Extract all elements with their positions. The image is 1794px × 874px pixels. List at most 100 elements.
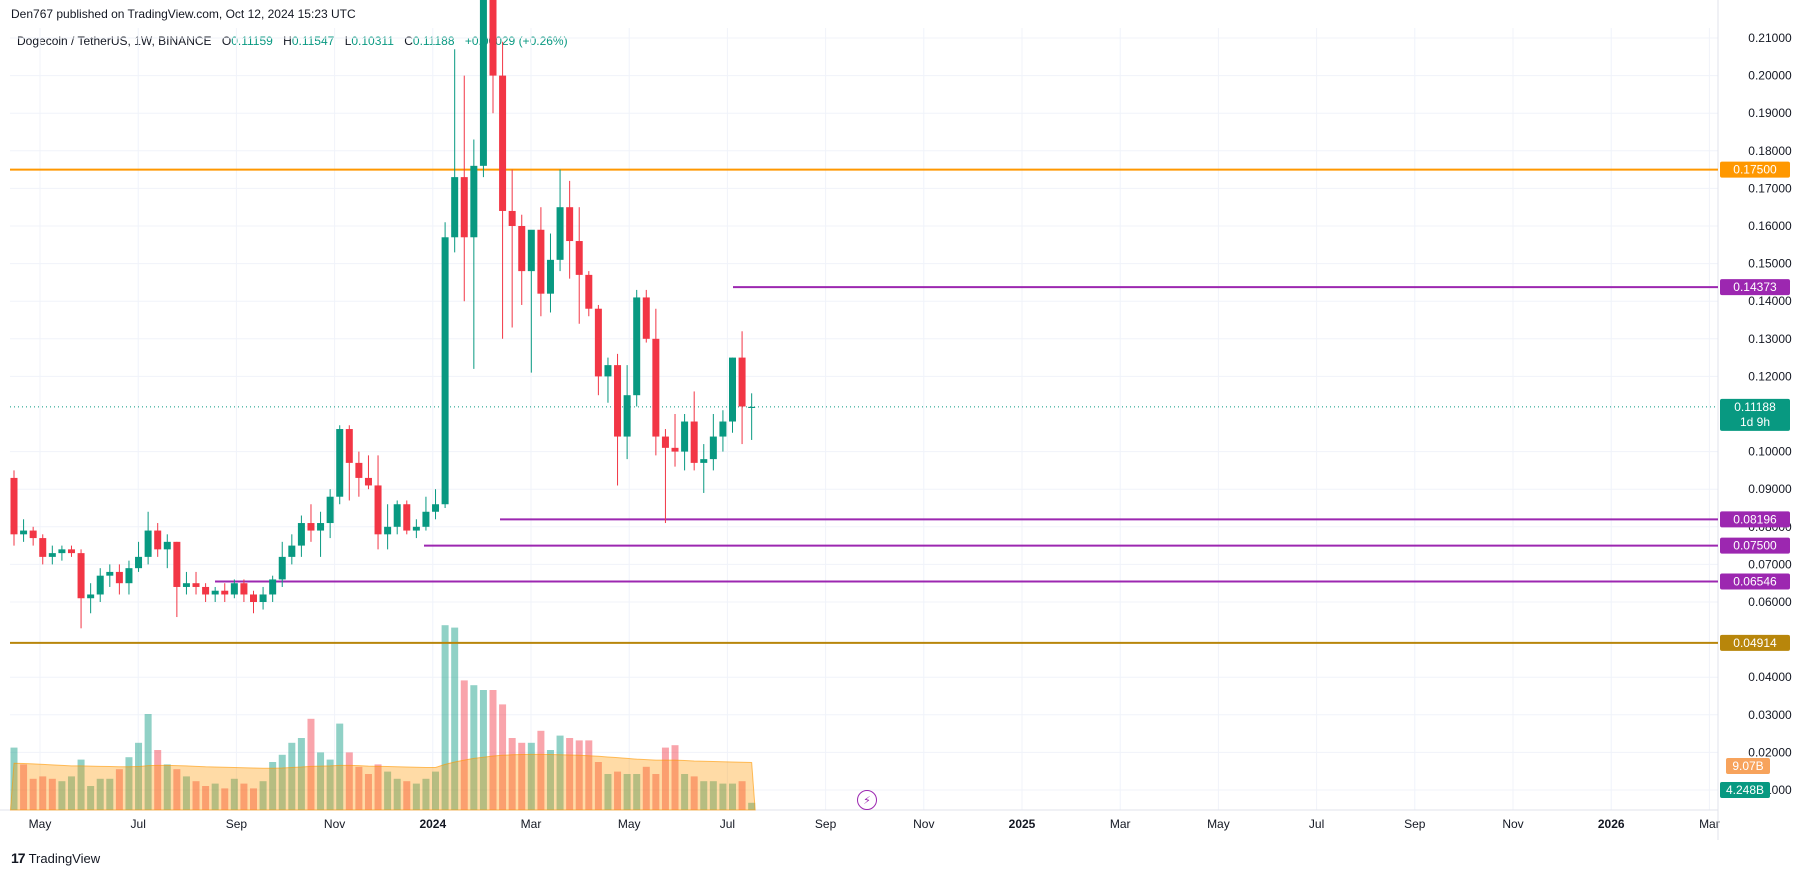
candle-body xyxy=(202,586,210,595)
y-tick-label: 0.16000 xyxy=(1748,219,1792,233)
candle-body xyxy=(67,549,75,554)
lightning-icon[interactable]: ⚡ xyxy=(857,790,877,810)
volume-bar xyxy=(575,740,583,810)
y-tick-label: 0.03000 xyxy=(1748,708,1792,722)
level-price-tag xyxy=(1720,161,1790,178)
candle-body xyxy=(537,229,545,294)
volume-bar xyxy=(240,783,248,810)
x-tick-label: Mar xyxy=(1699,817,1720,831)
candle-body xyxy=(393,504,401,527)
candle-body xyxy=(700,459,708,463)
y-tick-label: 0.19000 xyxy=(1748,106,1792,120)
volume-bar xyxy=(144,714,152,810)
volume-bar xyxy=(499,704,507,810)
candle-body xyxy=(652,338,660,437)
candle-body xyxy=(211,590,219,595)
volume-bar xyxy=(125,757,133,810)
candle-body xyxy=(681,421,689,452)
candle-body xyxy=(738,357,746,407)
y-tick-label: 0.12000 xyxy=(1748,369,1792,383)
volume-bar xyxy=(719,783,727,810)
candle-body xyxy=(451,177,459,238)
x-tick-label: May xyxy=(618,817,641,831)
candle-body xyxy=(546,259,554,294)
volume-bar xyxy=(546,750,554,810)
low-label: L xyxy=(344,34,352,48)
volume-ma-label: 9.07B xyxy=(1732,759,1763,773)
level-price-tag xyxy=(1720,511,1790,528)
volume-bar xyxy=(29,778,37,810)
volume-bar xyxy=(58,781,66,810)
footer-brand: 17 TradingView xyxy=(11,850,100,866)
level-price-label: 0.04914 xyxy=(1733,636,1777,650)
volume-bar xyxy=(690,776,698,810)
candle-body xyxy=(106,571,114,576)
y-tick-label: 0.13000 xyxy=(1748,332,1792,346)
volume-bar xyxy=(470,685,478,810)
volume-bar xyxy=(163,764,171,810)
volume-bar xyxy=(594,762,602,810)
candle-body xyxy=(182,583,190,587)
volume-bar xyxy=(336,723,344,810)
x-tick-label: Sep xyxy=(815,817,837,831)
candle-body xyxy=(479,0,487,166)
volume-bar xyxy=(67,776,75,810)
volume-bar xyxy=(192,781,200,810)
volume-bar xyxy=(642,766,650,810)
x-tick-label: Mar xyxy=(521,817,542,831)
volume-ma-tag xyxy=(1726,758,1770,774)
last-price-tag xyxy=(1720,398,1790,431)
candle-body xyxy=(575,241,583,275)
candle-body xyxy=(508,210,516,226)
close-label: C xyxy=(404,34,413,48)
level-price-tag xyxy=(1720,279,1790,296)
volume-bar xyxy=(10,747,18,810)
volume-bar xyxy=(20,764,28,810)
candle-body xyxy=(642,297,650,339)
candle-body xyxy=(470,165,478,238)
volume-bar xyxy=(585,740,593,810)
tradingview-logo-icon: 17 xyxy=(11,850,26,866)
volume-bar xyxy=(393,778,401,810)
candle-body xyxy=(748,406,756,408)
volume-label: 4.248B xyxy=(1726,783,1764,797)
candle-body xyxy=(307,523,315,531)
level-price-label: 0.17500 xyxy=(1733,163,1777,177)
candle-body xyxy=(29,530,37,539)
volume-bar xyxy=(259,781,267,810)
y-tick-label: 0.04000 xyxy=(1748,670,1792,684)
volume-bar xyxy=(317,752,325,810)
candle-body xyxy=(135,556,143,569)
level-price-tag xyxy=(1720,573,1790,590)
level-price-label: 0.14373 xyxy=(1733,280,1777,294)
candle-body xyxy=(432,504,440,512)
x-tick-label: Jul xyxy=(131,817,146,831)
volume-bar xyxy=(115,769,123,810)
candle-body xyxy=(96,575,104,595)
candle-body xyxy=(729,357,736,422)
candle-body xyxy=(614,365,622,437)
y-tick-label: 0.14000 xyxy=(1748,294,1792,308)
candle-body xyxy=(403,504,411,531)
candle-body xyxy=(364,477,372,486)
volume-bar xyxy=(269,762,277,810)
candle-body xyxy=(250,594,257,602)
candle-body xyxy=(10,477,18,535)
candle-body xyxy=(355,462,363,478)
y-tick-label: 0.15000 xyxy=(1748,257,1792,271)
footer-brand-name: TradingView xyxy=(28,850,101,866)
candle-body xyxy=(671,447,679,452)
candle-body xyxy=(527,229,535,272)
level-price-label: 0.07500 xyxy=(1733,539,1777,553)
volume-bar xyxy=(479,690,487,810)
x-tick-label: 2026 xyxy=(1598,817,1625,831)
volume-bar xyxy=(384,771,392,810)
volume-bar xyxy=(748,802,756,810)
volume-bar xyxy=(345,752,353,810)
candle-body xyxy=(709,436,717,460)
volume-bar xyxy=(48,778,56,810)
candle-body xyxy=(460,177,468,238)
high-label: H xyxy=(283,34,292,48)
volume-bar xyxy=(250,788,257,810)
